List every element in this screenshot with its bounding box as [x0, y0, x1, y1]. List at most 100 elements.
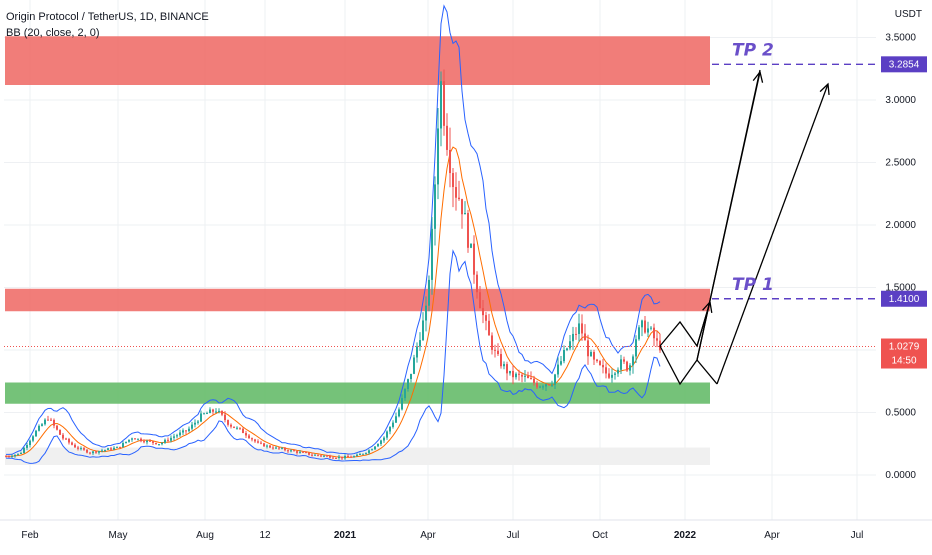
candle-body [32, 436, 34, 441]
svg-text:1.4100: 1.4100 [889, 294, 920, 305]
x-tick-label: Apr [764, 530, 780, 541]
candle-body [170, 437, 172, 441]
candle-body [227, 420, 229, 425]
candle-body [551, 384, 553, 386]
countdown-tag: 14:50 [891, 356, 916, 367]
candle-body [56, 425, 58, 430]
candle-body [593, 352, 595, 360]
candle-body [26, 445, 28, 448]
candle-body [389, 426, 391, 432]
candle-body [89, 452, 91, 454]
candle-body [53, 419, 55, 426]
tp2-price-tag-bg [881, 56, 927, 73]
candle-body [83, 448, 85, 450]
candle-body [38, 425, 40, 431]
x-tick-label: 12 [259, 530, 271, 541]
candle-body [578, 323, 580, 335]
candle-body [416, 346, 418, 358]
candle-body [623, 359, 625, 362]
candle-body [437, 128, 439, 185]
candle-body [530, 378, 532, 380]
x-tick-label: 2022 [674, 530, 697, 541]
candle-body [128, 439, 130, 442]
arrow-tp2-a [696, 71, 761, 361]
y-tick-label: 2.0000 [885, 220, 916, 231]
candle-body [503, 364, 505, 367]
candle-body [233, 426, 235, 428]
candle-body [440, 81, 442, 129]
y-tick-label: 3.0000 [885, 95, 916, 106]
candle-body [77, 447, 79, 449]
y-tick-label: 2.5000 [885, 158, 916, 169]
candle-body [473, 243, 475, 275]
candle-body [515, 373, 517, 378]
resistance-zone [5, 288, 710, 312]
candle-body [296, 451, 298, 453]
indicator-label: BB (20, close, 2, 0) [6, 27, 100, 39]
candle-body [560, 361, 562, 365]
candle-body [308, 452, 310, 455]
candle-body [620, 359, 622, 370]
candle-body [599, 361, 601, 365]
candle-body [293, 450, 295, 452]
candle-body [107, 448, 109, 450]
candle-body [638, 327, 640, 340]
currency-label: USDT [894, 9, 922, 20]
bb-upper-band [6, 4, 661, 455]
x-tick-label: Jul [507, 530, 520, 541]
candle-body [371, 449, 373, 451]
candle-body [17, 453, 19, 455]
candle-body [425, 305, 427, 321]
candle-body [254, 439, 256, 442]
candle-body [164, 439, 166, 443]
candle-body [527, 375, 529, 379]
undefined-bg [881, 290, 927, 307]
candle-body [536, 383, 538, 388]
candle-body [224, 414, 226, 421]
candle-body [431, 228, 433, 280]
candle-body [347, 455, 349, 457]
candle-body [311, 454, 313, 456]
candle-body [572, 333, 574, 342]
candle-body [404, 388, 406, 399]
candle-body [320, 455, 322, 457]
candle-body [476, 274, 478, 293]
candle-body [134, 438, 136, 440]
candle-body [419, 340, 421, 347]
candle-body [116, 446, 118, 448]
candle-body [284, 448, 286, 451]
candle-body [587, 340, 589, 357]
candle-body [152, 441, 154, 443]
candle-body [272, 447, 274, 449]
candle-body [239, 427, 241, 429]
candle-body [41, 424, 43, 426]
candle-body [362, 453, 364, 455]
candle-body [11, 456, 13, 458]
y-tick-label: 0.0000 [885, 470, 916, 481]
candle-body [8, 456, 10, 458]
candle-body [167, 439, 169, 441]
candle-body [305, 452, 307, 454]
candle-body [14, 454, 16, 457]
candle-body [35, 430, 37, 437]
candle-body [278, 447, 280, 449]
candle-body [176, 435, 178, 437]
candle-body [554, 374, 556, 385]
symbol-title: Origin Protocol / TetherUS, 1D, BINANCE [6, 11, 209, 23]
candle-body [209, 409, 211, 414]
candle-body [647, 328, 649, 333]
candle-body [464, 213, 466, 215]
candle-body [230, 424, 232, 427]
candle-body [329, 455, 331, 458]
candle-body [359, 454, 361, 456]
candle-body [173, 436, 175, 438]
candle-body [413, 357, 415, 374]
candle-body [395, 416, 397, 423]
candle-body [326, 455, 328, 457]
candle-body [494, 349, 496, 351]
candle-body [491, 335, 493, 350]
candle-body [104, 449, 106, 451]
candle-body [653, 327, 655, 339]
